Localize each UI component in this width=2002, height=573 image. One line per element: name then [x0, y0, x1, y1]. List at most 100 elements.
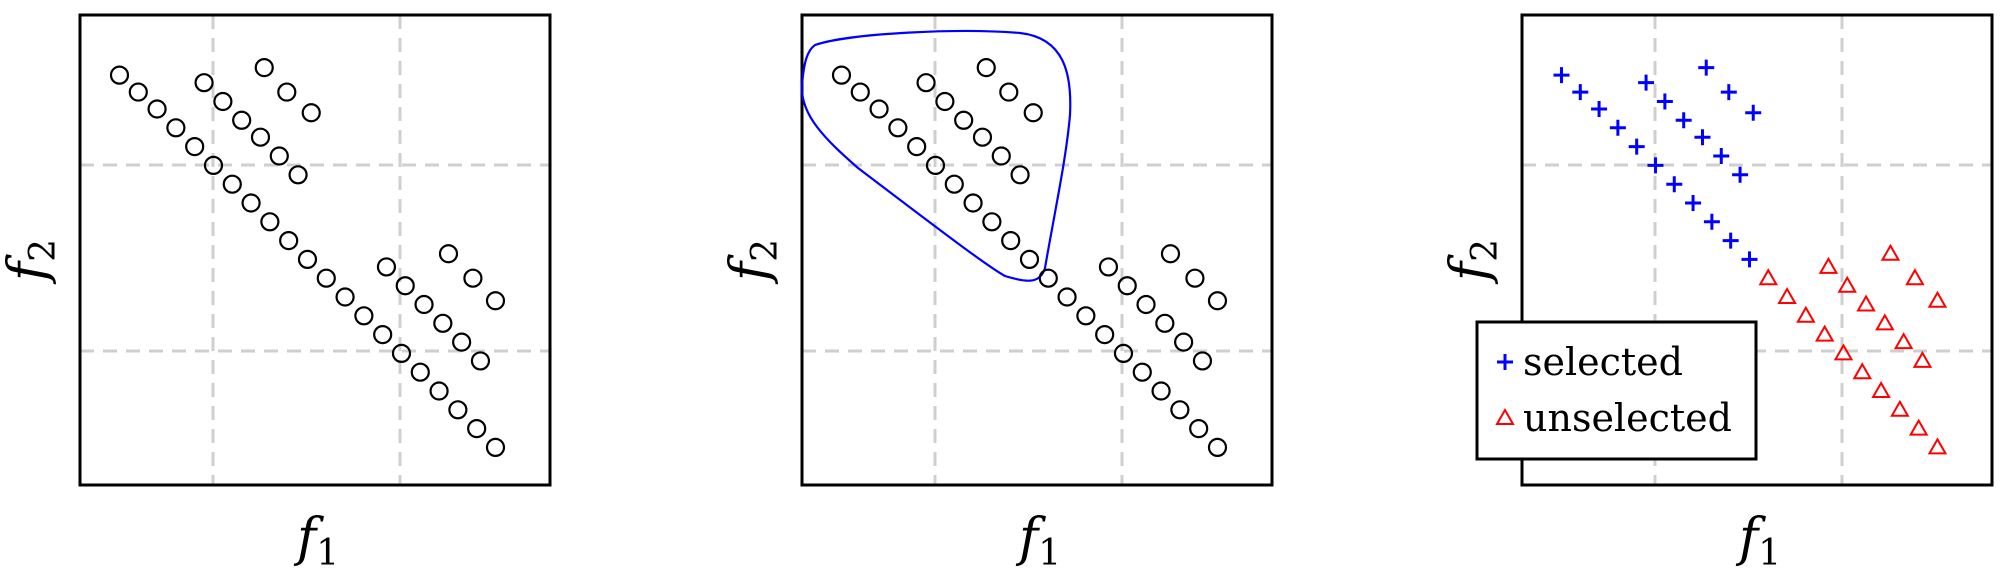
data-point-circle: [1189, 419, 1209, 439]
data-point-circle: [376, 257, 397, 277]
y-axis-label-subscript: 2: [23, 239, 64, 262]
legend-label-unselected: unselected: [1523, 396, 1732, 440]
data-point-circle: [850, 82, 870, 102]
data-point-unselected: [1777, 286, 1797, 304]
x-axis-label-subscript: 1: [316, 533, 339, 573]
chart-panel-1: f1 f2: [0, 13, 552, 573]
data-point-circle: [1174, 332, 1194, 352]
chart-panel-2: f1 f2: [720, 13, 1274, 573]
data-point-circle: [301, 103, 321, 123]
legend-marker-unselected: [1495, 407, 1515, 425]
data-point-unselected: [1880, 243, 1901, 261]
data-point-unselected: [1833, 343, 1854, 361]
data-point-circle: [429, 381, 449, 401]
data-point-circle: [1023, 103, 1043, 123]
x-axis-label: f1: [1735, 508, 1781, 573]
data-point-unselected: [1893, 332, 1914, 350]
data-point-circle: [991, 146, 1011, 166]
data-point-selected: [1656, 93, 1673, 110]
data-point-circle: [1132, 362, 1152, 382]
data-point-selected: [1628, 138, 1645, 155]
data-point-selected: [1722, 232, 1739, 249]
data-point-selected: [1666, 176, 1683, 193]
data-point-circle: [241, 193, 261, 213]
data-point-circle: [277, 82, 297, 102]
data-point-unselected: [1852, 362, 1873, 380]
data-point-unselected: [1875, 313, 1895, 331]
data-point-unselected: [1814, 324, 1835, 342]
data-point-circle: [316, 268, 336, 288]
data-point-selected: [1572, 84, 1589, 101]
data-point-circle: [470, 351, 491, 371]
data-point-selected: [1685, 195, 1702, 211]
data-point-circle: [1151, 381, 1171, 401]
data-point-selected: [1591, 101, 1608, 117]
data-point-circle: [147, 99, 167, 119]
data-point-circle: [1019, 249, 1040, 269]
data-point-circle: [869, 99, 889, 119]
data-point-circle: [438, 244, 459, 264]
data-point-circle: [232, 110, 252, 130]
data-point-circle: [1207, 291, 1228, 311]
data-point-circle: [1001, 231, 1021, 251]
data-point-circle: [250, 127, 271, 147]
data-point-circle: [395, 276, 415, 296]
y-axis-label: f2: [1440, 239, 1506, 285]
data-point-circle: [279, 231, 299, 251]
data-point-selected: [1647, 157, 1664, 174]
data-point-circle: [185, 137, 205, 157]
data-point-circle: [109, 65, 130, 85]
data-point-selected: [1703, 213, 1720, 230]
data-point-circle: [297, 249, 318, 269]
legend: selected unselected: [1475, 320, 1758, 461]
data-point-circle: [485, 291, 506, 311]
data-point-circle: [1057, 287, 1077, 307]
data-point-selected: [1638, 74, 1655, 91]
data-point-circle: [1010, 165, 1030, 185]
data-point-circle: [1192, 351, 1213, 371]
plot-frame: [800, 13, 1274, 487]
x-axis-label: f1: [293, 508, 339, 573]
data-point-circle: [213, 91, 233, 112]
data-point-circle: [916, 73, 936, 93]
data-point-circle: [452, 332, 472, 352]
data-point-circle: [260, 212, 280, 232]
y-axis-label: f2: [0, 239, 64, 285]
y-axis-label-subscript: 2: [1465, 239, 1506, 262]
data-point-selected: [1713, 148, 1730, 164]
data-point-circle: [963, 193, 983, 213]
data-point-selected: [1732, 166, 1749, 183]
data-point-unselected: [1796, 305, 1816, 323]
data-point-circle: [1113, 343, 1134, 363]
data-point-circle: [1155, 313, 1175, 333]
data-point-circle: [433, 313, 453, 333]
data-point-unselected: [1912, 350, 1933, 368]
data-point-circle: [935, 91, 955, 112]
data-point-circle: [354, 306, 374, 326]
x-axis-label-subscript: 1: [1758, 533, 1781, 573]
data-point-unselected: [1908, 418, 1929, 436]
data-point-circle: [463, 268, 483, 288]
data-point-selected: [1675, 112, 1692, 129]
y-axis-label: f2: [720, 239, 786, 285]
data-point-unselected: [1927, 290, 1948, 308]
data-point-circle: [907, 137, 927, 157]
data-point-circle: [1117, 276, 1137, 296]
data-point-circle: [254, 58, 274, 78]
data-point-circle: [467, 419, 487, 439]
data-point-circle: [1076, 306, 1096, 326]
data-point-unselected: [1856, 294, 1876, 312]
legend-box: [1475, 320, 1758, 461]
data-point-circle: [414, 294, 434, 315]
data-point-circle: [373, 325, 393, 345]
data-point-selected: [1745, 104, 1762, 121]
data-point-unselected: [1837, 275, 1857, 293]
data-point-circle: [288, 165, 308, 185]
data-point-circle: [954, 110, 974, 130]
y-axis-label-subscript: 2: [745, 239, 786, 262]
data-point-circle: [1160, 244, 1181, 264]
data-point-unselected: [1927, 437, 1948, 455]
data-point-unselected: [1818, 256, 1839, 274]
data-point-selected: [1694, 129, 1711, 146]
